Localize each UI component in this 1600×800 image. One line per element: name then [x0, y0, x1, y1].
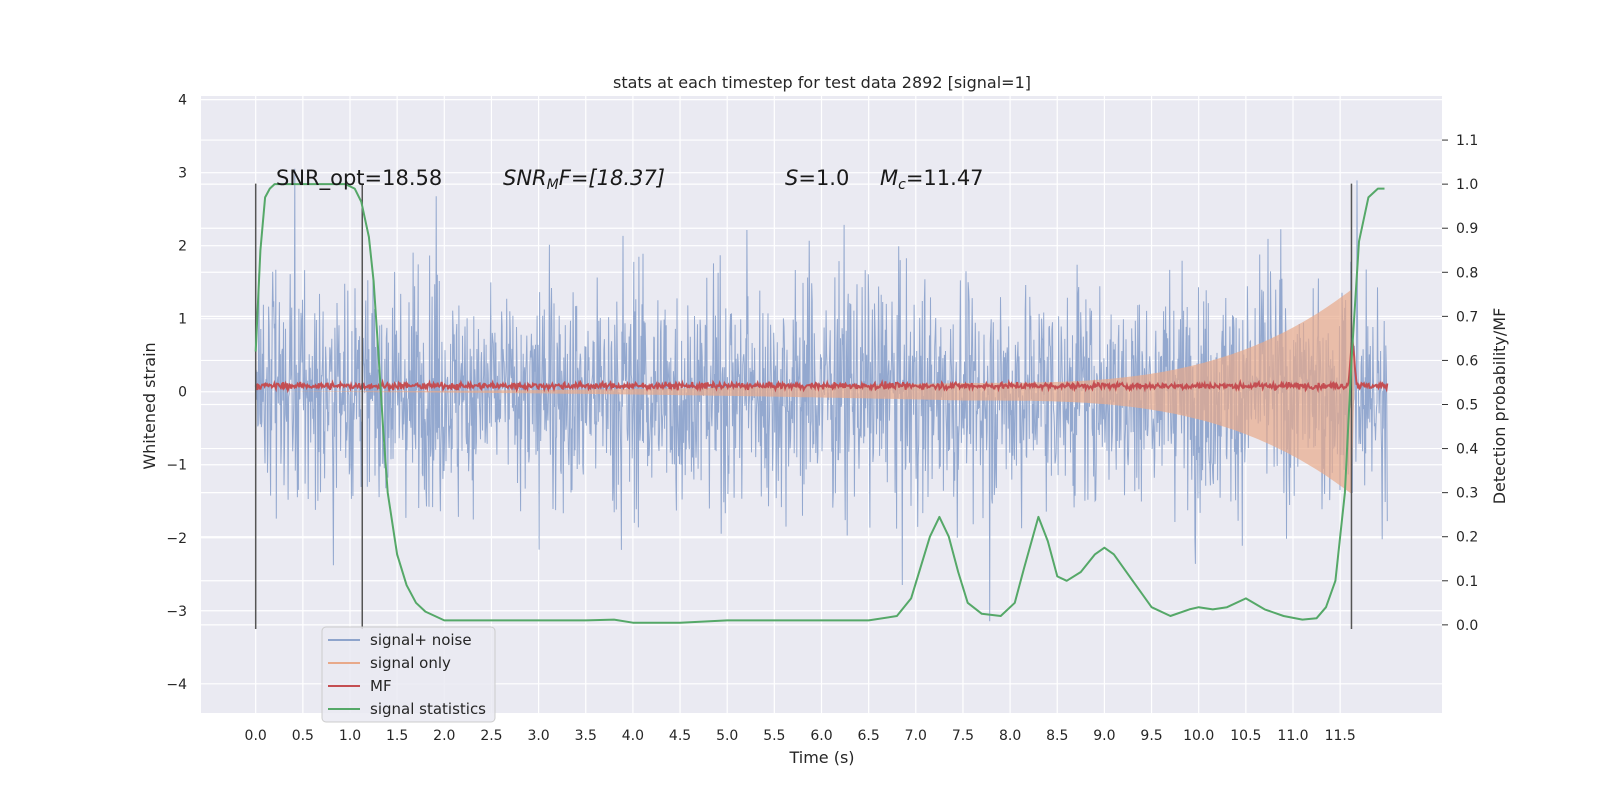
x-tick-label: 9.5 — [1140, 728, 1162, 744]
y-left-axis-label: Whitened strain — [140, 342, 159, 469]
y-right-tick-label: 1.0 — [1456, 177, 1478, 193]
x-tick-label: 5.0 — [716, 728, 738, 744]
annotation-s-main: S — [785, 166, 798, 190]
annotation-mc-rest: =11.47 — [906, 166, 984, 190]
x-tick-label: 2.5 — [480, 728, 502, 744]
annotation-mc-sub: c — [898, 177, 906, 193]
legend: signal+ noise signal only MF signal stat… — [321, 626, 496, 723]
annotation-s: S=1.0 — [785, 166, 849, 190]
y-left-tick-labels: −4 −3 −2 −1 0 1 2 3 4 — [166, 93, 187, 693]
annotation-snr-mf-rest: F=[18.37] — [559, 166, 665, 190]
series-signal-plus-noise — [255, 168, 1388, 622]
legend-label-signal-only: signal only — [370, 654, 451, 672]
series-line-mf — [254, 339, 1389, 394]
x-tick-label: 3.0 — [527, 728, 549, 744]
x-tick-labels: 0.0 0.5 1.0 1.5 2.0 2.5 3.0 3.5 4.0 4.5 5.0 5.5 6.0 6… — [245, 728, 1356, 744]
x-tick-label: 7.0 — [905, 728, 927, 744]
x-tick-label: 6.0 — [810, 728, 832, 744]
annotation-snr-opt: SNR_opt=18.58 — [276, 166, 442, 191]
series-mf — [254, 339, 1389, 394]
y-left-tick-label: −1 — [166, 458, 187, 474]
annotation-mc: Mc=11.47 — [880, 166, 984, 193]
y-right-tick-labels: 0.0 0.1 0.2 0.3 0.4 0.5 0.6 0.7 0.8 0.9 1.0 1.1 — [1442, 133, 1478, 634]
x-tick-label: 7.5 — [952, 728, 974, 744]
x-axis-label: Time (s) — [788, 748, 854, 767]
series-line-signal-plus-noise — [255, 168, 1388, 622]
y-right-tick-label: 0.1 — [1456, 574, 1478, 590]
annotation-snr-mf-main: SNR — [503, 166, 547, 190]
y-right-tick-label: 0.4 — [1456, 442, 1478, 458]
y-left-tick-label: 4 — [178, 93, 187, 109]
x-tick-label: 2.0 — [433, 728, 455, 744]
y-right-tick-label: 0.3 — [1456, 486, 1478, 502]
legend-label-signal-statistics: signal statistics — [370, 700, 486, 718]
y-left-tick-label: −3 — [166, 604, 187, 620]
y-right-tick-label: 0.7 — [1456, 309, 1478, 325]
y-left-tick-label: 2 — [178, 239, 187, 255]
y-right-tick-label: 0.0 — [1456, 618, 1478, 634]
legend-label-signal-plus-noise: signal+ noise — [370, 631, 472, 649]
y-right-tick-label: 0.8 — [1456, 265, 1478, 281]
chart-title: stats at each timestep for test data 289… — [613, 73, 1031, 92]
series-line-signal-statistics — [254, 183, 1385, 624]
series-signal-only — [255, 289, 1355, 494]
legend-label-mf: MF — [370, 677, 392, 695]
y-right-tick-label: 0.2 — [1456, 530, 1478, 546]
vertical-markers — [254, 183, 1353, 630]
y-right-tick-label: 1.1 — [1456, 133, 1478, 149]
x-tick-label: 1.0 — [339, 728, 361, 744]
annotation-snr-mf-sub: M — [547, 177, 559, 193]
x-tick-label: 3.5 — [575, 728, 597, 744]
annotation-s-rest: =1.0 — [798, 166, 849, 190]
series-area-signal-only — [255, 289, 1355, 494]
x-tick-label: 0.0 — [245, 728, 267, 744]
y-left-tick-label: 1 — [178, 312, 187, 328]
x-tick-label: 6.5 — [858, 728, 880, 744]
y-right-tick-label: 0.6 — [1456, 353, 1478, 369]
x-tick-label: 4.5 — [669, 728, 691, 744]
x-tick-label: 10.0 — [1183, 728, 1214, 744]
y-left-tick-label: −4 — [166, 677, 187, 693]
y-right-tick-label: 0.5 — [1456, 398, 1478, 414]
y-left-tick-label: 3 — [178, 166, 187, 182]
x-tick-label: 11.0 — [1277, 728, 1308, 744]
y-left-tick-label: 0 — [178, 385, 187, 401]
x-tick-label: 11.5 — [1325, 728, 1356, 744]
x-tick-label: 9.0 — [1093, 728, 1115, 744]
y-right-axis-label: Detection probability/MF — [1490, 308, 1509, 505]
y-right-tick-label: 0.9 — [1456, 221, 1478, 237]
x-tick-label: 5.5 — [763, 728, 785, 744]
annotation-snr-mf: SNRMF=[18.37] — [503, 166, 665, 193]
legend-box — [321, 626, 496, 723]
series-signal-statistics — [254, 183, 1385, 624]
y-left-tick-label: −2 — [166, 531, 187, 547]
x-tick-label: 8.5 — [1046, 728, 1068, 744]
x-tick-label: 10.5 — [1230, 728, 1261, 744]
x-tick-label: 8.0 — [999, 728, 1021, 744]
x-tick-label: 1.5 — [386, 728, 408, 744]
annotation-mc-main: M — [880, 166, 898, 190]
x-tick-label: 4.0 — [622, 728, 644, 744]
x-tick-label: 0.5 — [292, 728, 314, 744]
